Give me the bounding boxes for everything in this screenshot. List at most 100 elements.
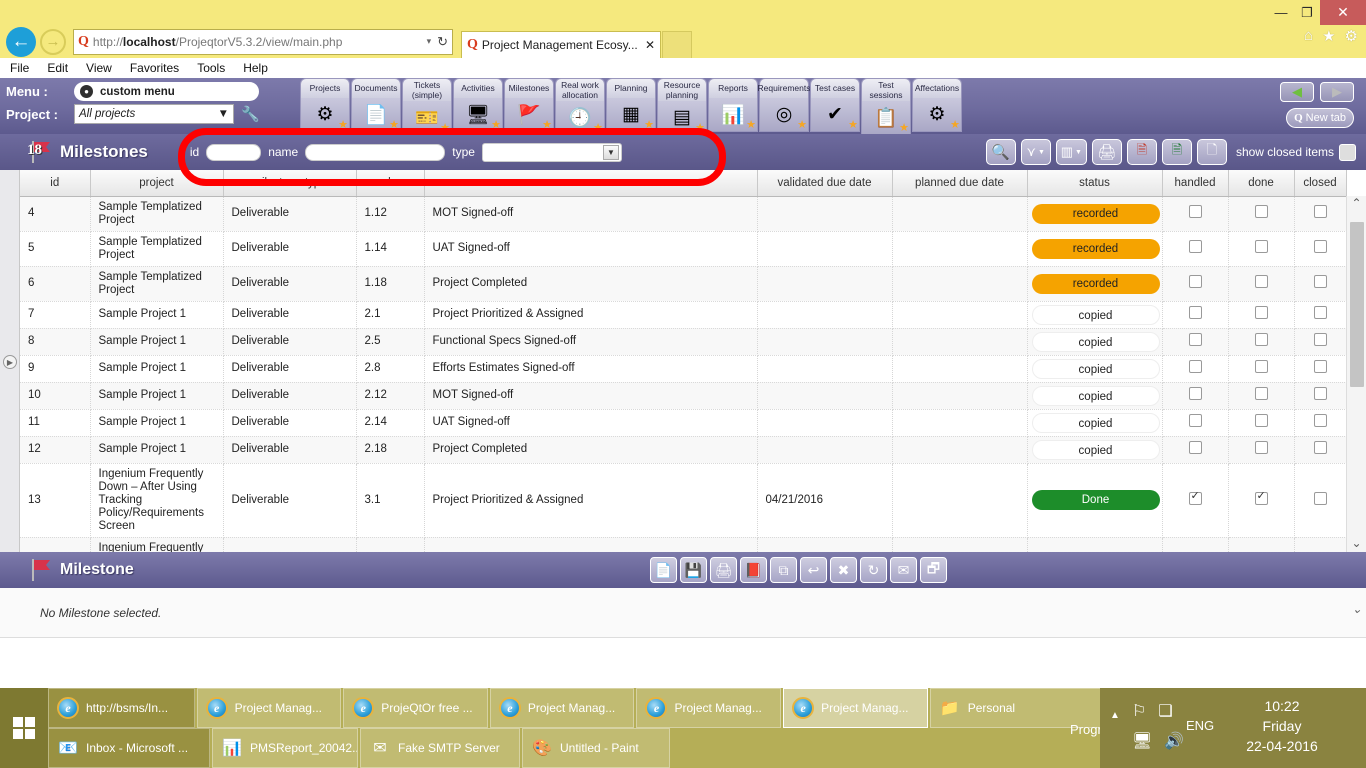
new-tab-button[interactable]: [662, 31, 692, 58]
module-tab-test-sessions[interactable]: Test sessions 📋 ★: [861, 78, 911, 135]
filter-id-input[interactable]: [206, 143, 262, 161]
closed-checkbox[interactable]: [1313, 205, 1327, 218]
col-done[interactable]: done: [1228, 170, 1295, 197]
clock[interactable]: 10:22 Friday 22-04-2016: [1212, 696, 1352, 756]
favorite-star-icon[interactable]: ★: [746, 119, 756, 131]
module-tab-resource-planning[interactable]: Resource planning ▤ ★: [657, 78, 707, 135]
module-tab-affectations[interactable]: Affectations ⚙ ★: [912, 78, 962, 132]
done-checkbox[interactable]: [1254, 360, 1268, 373]
taskbar-item[interactable]: e Project Manag...: [489, 688, 635, 728]
favorite-star-icon[interactable]: ★: [899, 122, 909, 134]
favorite-star-icon[interactable]: ★: [950, 119, 960, 131]
module-tab-requirements[interactable]: Requirements ◎ ★: [758, 78, 810, 132]
tab-close-icon[interactable]: ✕: [644, 38, 655, 52]
done-checkbox[interactable]: [1254, 490, 1268, 505]
favorite-star-icon[interactable]: ★: [593, 122, 603, 134]
done-checkbox[interactable]: [1254, 240, 1268, 253]
favorite-star-icon[interactable]: ★: [491, 119, 501, 131]
table-row[interactable]: 4 Sample Templatized Project Deliverable 1.…: [20, 196, 1347, 232]
duplicate-button[interactable]: ⧉: [770, 557, 797, 583]
new-item-button[interactable]: 🗋: [1196, 139, 1227, 165]
handled-checkbox[interactable]: [1188, 360, 1202, 373]
closed-checkbox[interactable]: [1313, 441, 1327, 454]
chevron-down-icon[interactable]: ▼: [217, 108, 229, 120]
module-tab-tickets-simple[interactable]: Tickets (simple) 🎫 ★: [402, 78, 452, 135]
closed-checkbox[interactable]: [1313, 275, 1327, 288]
menu-help[interactable]: Help: [243, 61, 268, 75]
nav-next-button[interactable]: ▶: [1320, 82, 1354, 102]
module-tab-reports[interactable]: Reports 📊 ★: [708, 78, 758, 132]
menu-view[interactable]: View: [86, 61, 112, 75]
favorite-star-icon[interactable]: ★: [440, 122, 450, 134]
project-select[interactable]: All projects ▼: [74, 104, 234, 124]
custom-menu-selector[interactable]: ● custom menu: [74, 82, 259, 101]
pdf-button[interactable]: 📕: [740, 557, 767, 583]
done-checkbox[interactable]: [1254, 441, 1268, 454]
detach-button[interactable]: 🗗: [920, 557, 947, 583]
table-row[interactable]: 13 Ingenium Frequently Down – After Using…: [20, 463, 1347, 538]
taskbar-item[interactable]: 📁 Personal: [929, 688, 1108, 728]
module-tab-projects[interactable]: Projects ⚙ ★: [300, 78, 350, 132]
table-row[interactable]: 5 Sample Templatized Project Deliverable 1.…: [20, 231, 1347, 267]
app-new-tab-button[interactable]: Q New tab: [1286, 108, 1354, 128]
detail-scroll-down-icon[interactable]: ⌄: [1351, 602, 1362, 616]
favorites-icon[interactable]: ★: [1322, 28, 1336, 45]
table-row[interactable]: 6 Sample Templatized Project Deliverable 1.…: [20, 266, 1347, 302]
nav-prev-button[interactable]: ◀: [1280, 82, 1314, 102]
module-tab-test-cases[interactable]: Test cases ✔ ★: [810, 78, 860, 132]
table-row[interactable]: 7 Sample Project 1 Deliverable 2.1 Project P…: [20, 301, 1347, 329]
print-button[interactable]: 🖨: [710, 557, 737, 583]
undo-button[interactable]: ↩: [800, 557, 827, 583]
browser-tab[interactable]: Q Project Management Ecosy... ✕: [461, 31, 661, 58]
volume-icon[interactable]: 🔊: [1164, 733, 1185, 750]
expand-panel-handle[interactable]: ▶: [3, 355, 17, 369]
favorite-star-icon[interactable]: ★: [848, 119, 858, 131]
handled-checkbox[interactable]: [1188, 275, 1202, 288]
closed-checkbox[interactable]: [1313, 240, 1327, 253]
taskbar-item[interactable]: 📧 Inbox - Microsoft ...: [48, 728, 210, 768]
back-icon[interactable]: ←: [6, 26, 36, 57]
mail-button[interactable]: ✉: [890, 557, 917, 583]
address-bar[interactable]: Q http://localhost/ProjeqtorV5.3.2/view/…: [73, 28, 453, 55]
closed-checkbox[interactable]: [1313, 387, 1327, 400]
taskbar-item[interactable]: e Project Manag...: [196, 688, 342, 728]
col-validated-due-date[interactable]: validated due date: [757, 170, 893, 197]
chevron-down-icon[interactable]: ▼: [602, 144, 619, 160]
scroll-thumb[interactable]: [1349, 222, 1364, 387]
settings-icon[interactable]: ⚙: [1344, 28, 1358, 45]
col-name[interactable]: name: [424, 170, 758, 197]
closed-checkbox[interactable]: [1313, 306, 1327, 319]
favorite-star-icon[interactable]: ★: [389, 119, 399, 131]
favorite-star-icon[interactable]: ★: [695, 122, 705, 134]
handled-checkbox[interactable]: [1188, 306, 1202, 319]
delete-button[interactable]: ✖: [830, 557, 857, 583]
filter-name-input[interactable]: [305, 143, 446, 161]
menu-file[interactable]: File: [10, 61, 30, 75]
col-id[interactable]: id: [20, 170, 91, 197]
col-planned-due-date[interactable]: planned due date: [892, 170, 1028, 197]
columns-button[interactable]: ▥ ▼: [1055, 139, 1087, 165]
col-closed[interactable]: closed: [1294, 170, 1347, 197]
favorite-star-icon[interactable]: ★: [338, 119, 348, 131]
table-row[interactable]: 11 Sample Project 1 Deliverable 2.14 UAT Sig…: [20, 409, 1347, 437]
done-checkbox[interactable]: [1254, 333, 1268, 346]
taskbar-item[interactable]: e http://bsms/In...: [48, 688, 195, 728]
scroll-up-icon[interactable]: ⌃: [1351, 196, 1362, 210]
handled-checkbox[interactable]: [1188, 441, 1202, 454]
menu-tools[interactable]: Tools: [197, 61, 226, 75]
table-row[interactable]: 9 Sample Project 1 Deliverable 2.8 Efforts E…: [20, 355, 1347, 383]
filter-button[interactable]: ⋎ ▼: [1020, 139, 1051, 165]
menu-edit[interactable]: Edit: [47, 61, 69, 75]
wrench-icon[interactable]: 🔧: [241, 106, 260, 123]
taskbar-item[interactable]: ✉ Fake SMTP Server: [360, 728, 520, 768]
col-wbs[interactable]: wbs: [356, 170, 425, 197]
restore-button[interactable]: ❐: [1301, 4, 1313, 20]
handled-checkbox[interactable]: [1188, 333, 1202, 346]
closed-checkbox[interactable]: [1313, 491, 1327, 505]
handled-checkbox[interactable]: [1188, 240, 1202, 253]
favorite-star-icon[interactable]: ★: [542, 119, 552, 131]
flag-error-icon[interactable]: ⚐: [1132, 703, 1147, 720]
module-tab-real-work-allocation[interactable]: Real work allocation 🕘 ★: [555, 78, 605, 135]
handled-checkbox[interactable]: [1188, 414, 1202, 427]
done-checkbox[interactable]: [1254, 414, 1268, 427]
